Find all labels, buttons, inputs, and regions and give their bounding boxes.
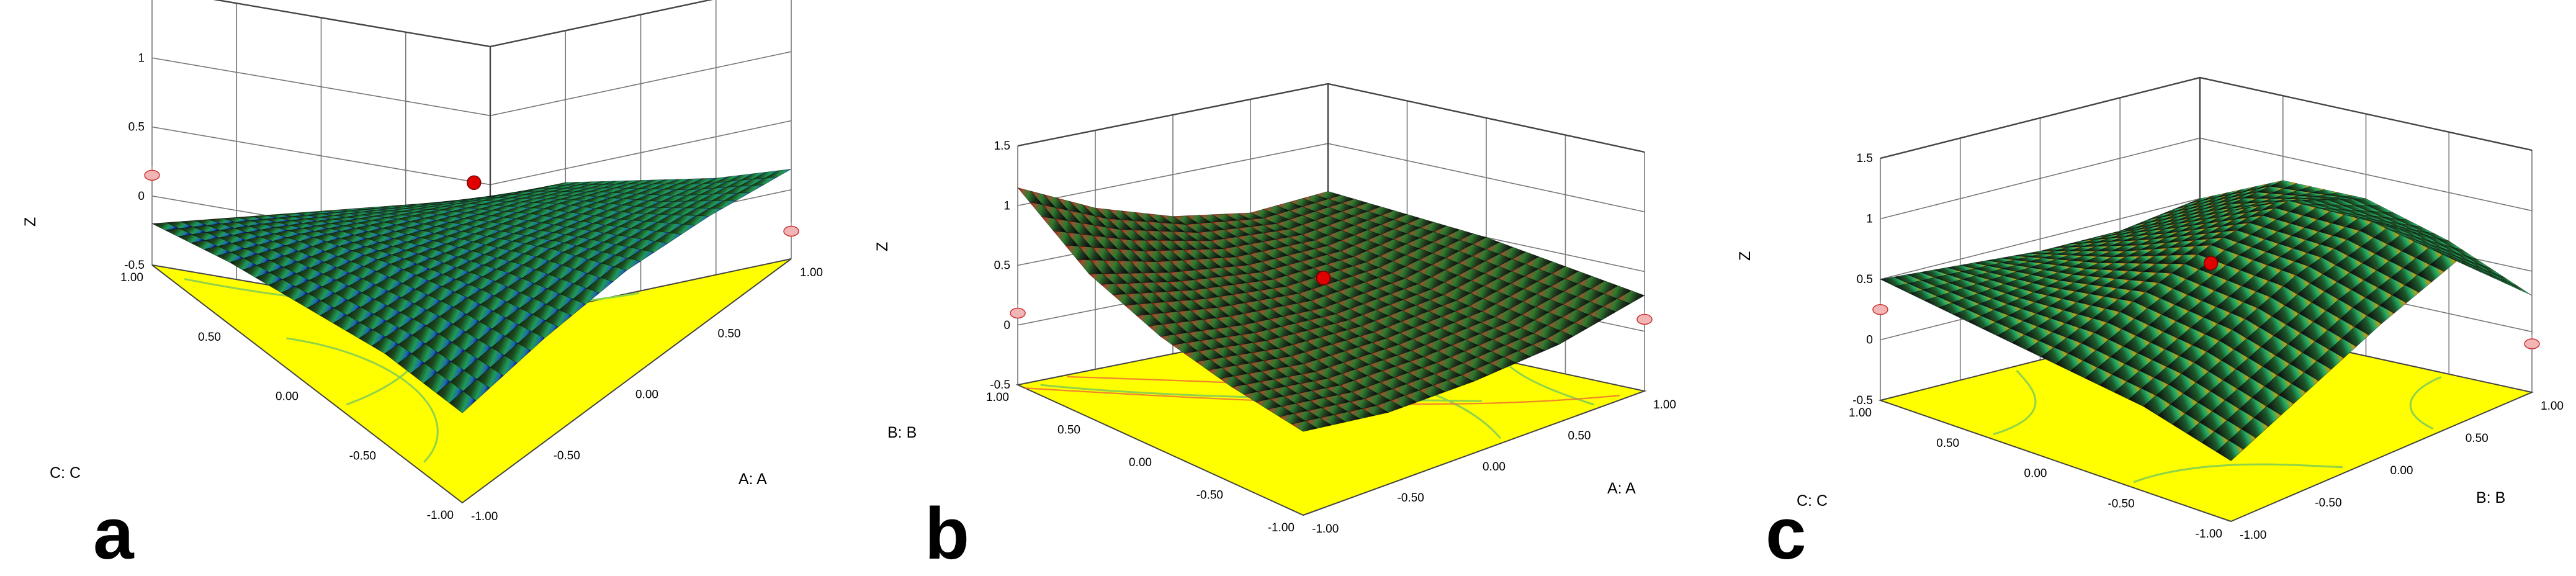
panel-c-surface [1880, 180, 2533, 461]
panel-c-design-points [1872, 256, 2540, 349]
z-tick-label: 0 [1003, 319, 1010, 332]
z-tick-label: 0 [138, 190, 145, 203]
panel-b: b -0.500.511.5-1.00-0.500.000.501.00-1.0… [874, 83, 1676, 575]
y-tick-label: 0.50 [1936, 437, 1959, 450]
panel-b-design-points [1010, 271, 1653, 325]
panel-c-ylabel: C: C [1797, 492, 1828, 510]
y-tick-label: -0.50 [349, 449, 376, 462]
panel-a-surface [151, 169, 792, 413]
surface-facet [2493, 276, 2520, 290]
panel-c-letter: c [1766, 493, 1806, 575]
x-tick-label: -1.00 [471, 510, 498, 523]
z-tick-label: 1.5 [994, 140, 1010, 153]
surface-facet [449, 390, 477, 413]
x-tick-label: -0.50 [1398, 492, 1424, 505]
z-tick-label: 0 [1866, 334, 1873, 347]
panel-a-letter: a [93, 493, 135, 575]
x-tick-label: -1.00 [2240, 529, 2266, 542]
wall-grid-line [1017, 83, 1645, 153]
design-point-below [2524, 338, 2540, 349]
z-tick-label: 0.5 [994, 259, 1010, 272]
design-point-below [783, 225, 799, 237]
floor-contour [286, 337, 439, 463]
z-tick-label: -0.5 [1852, 394, 1873, 407]
panel-c-zlabel: Z [1736, 251, 1754, 261]
panel-a-ticks: -0.500.511.5-1.00-0.500.000.501.00-1.00-… [120, 52, 823, 523]
z-tick-label: 0.5 [1857, 273, 1873, 286]
surface-facet [1291, 421, 1318, 432]
design-point-above [467, 175, 482, 191]
x-tick-label: -0.50 [554, 449, 580, 462]
wall-grid-line [214, 0, 712, 47]
y-tick-label: 1.00 [120, 271, 143, 284]
z-tick-label: 1.5 [1857, 152, 1873, 165]
design-point-below [1010, 307, 1026, 319]
panel-b-letter: b [925, 493, 969, 575]
x-tick-label: 0.00 [635, 389, 658, 402]
panel-a-zlabel: Z [22, 217, 39, 227]
design-point-above [2203, 256, 2219, 271]
floor-contour [2409, 376, 2442, 430]
floor-contour [2133, 463, 2343, 484]
z-tick-label: -0.5 [124, 259, 145, 272]
panel-b-ticks: -0.500.511.5-1.00-0.500.000.501.00-1.00-… [986, 140, 1676, 536]
panel-a-ylabel: C: C [50, 464, 81, 482]
surface-facet [2491, 272, 2518, 287]
panel-a-design-points [144, 166, 799, 237]
box-top-edge [1880, 76, 2533, 160]
panel-b-surface [1017, 187, 1645, 432]
x-tick-label: 0.00 [1483, 461, 1506, 474]
z-tick-label: -0.5 [990, 379, 1010, 392]
z-tick-label: 0.5 [128, 121, 145, 134]
box-top-edge [213, 0, 713, 48]
x-tick-label: 0.50 [2466, 432, 2488, 445]
y-tick-label: 1.00 [986, 391, 1009, 404]
y-tick-label: 0.00 [276, 390, 298, 403]
y-tick-label: -0.50 [2107, 497, 2134, 510]
z-tick-label: 1 [1003, 199, 1010, 212]
x-tick-label: -1.00 [1312, 523, 1339, 536]
y-tick-label: -1.00 [2196, 528, 2222, 541]
surface-facet [2505, 281, 2533, 296]
panel-c-xlabel: B: B [2476, 489, 2505, 506]
x-tick-label: 0.00 [2390, 464, 2413, 477]
x-tick-label: 1.00 [1653, 398, 1676, 412]
y-tick-label: -0.50 [1196, 489, 1223, 502]
wall-grid-line [151, 120, 792, 186]
design-point-below [1636, 313, 1653, 325]
panel-b-ylabel: B: B [887, 424, 917, 441]
y-tick-label: 0.50 [1057, 424, 1080, 437]
wall-grid-line [151, 51, 792, 117]
y-tick-label: 0.00 [2024, 467, 2047, 480]
y-tick-label: -1.00 [427, 509, 454, 522]
y-tick-label: 0.00 [1129, 456, 1152, 469]
wall-grid-line [1880, 77, 2533, 159]
panel-a-xlabel: A: A [738, 470, 767, 488]
z-tick-label: 1 [138, 52, 145, 65]
surface-facet [2215, 440, 2244, 461]
box-top-edge [1017, 83, 1645, 153]
y-tick-label: 1.00 [1849, 407, 1872, 420]
floor-contour [1509, 365, 1595, 406]
floor-contour [1993, 370, 2037, 436]
panel-c: c -0.500.511.5-1.00-0.500.000.501.00-1.0… [1736, 76, 2564, 575]
x-tick-label: 0.50 [1568, 430, 1591, 443]
x-tick-label: -0.50 [2315, 497, 2341, 510]
y-tick-label: -1.00 [1268, 521, 1295, 534]
design-point-below [1872, 304, 1888, 315]
z-tick-label: 1 [1866, 213, 1873, 226]
x-tick-label: 0.50 [718, 327, 741, 340]
design-point-above [1316, 271, 1331, 286]
design-point-below [144, 169, 160, 181]
panel-c-ticks: -0.500.511.5-1.00-0.500.000.501.00-1.00-… [1849, 152, 2564, 542]
panel-b-xlabel: A: A [1607, 480, 1636, 497]
x-tick-label: 1.00 [800, 266, 823, 279]
y-tick-label: 0.50 [198, 331, 221, 344]
panel-b-zlabel: Z [874, 242, 891, 251]
x-tick-label: 1.00 [2541, 400, 2564, 413]
panel-a: a -0.500.511.5-1.00-0.500.000.501.00-1.0… [22, 0, 823, 575]
